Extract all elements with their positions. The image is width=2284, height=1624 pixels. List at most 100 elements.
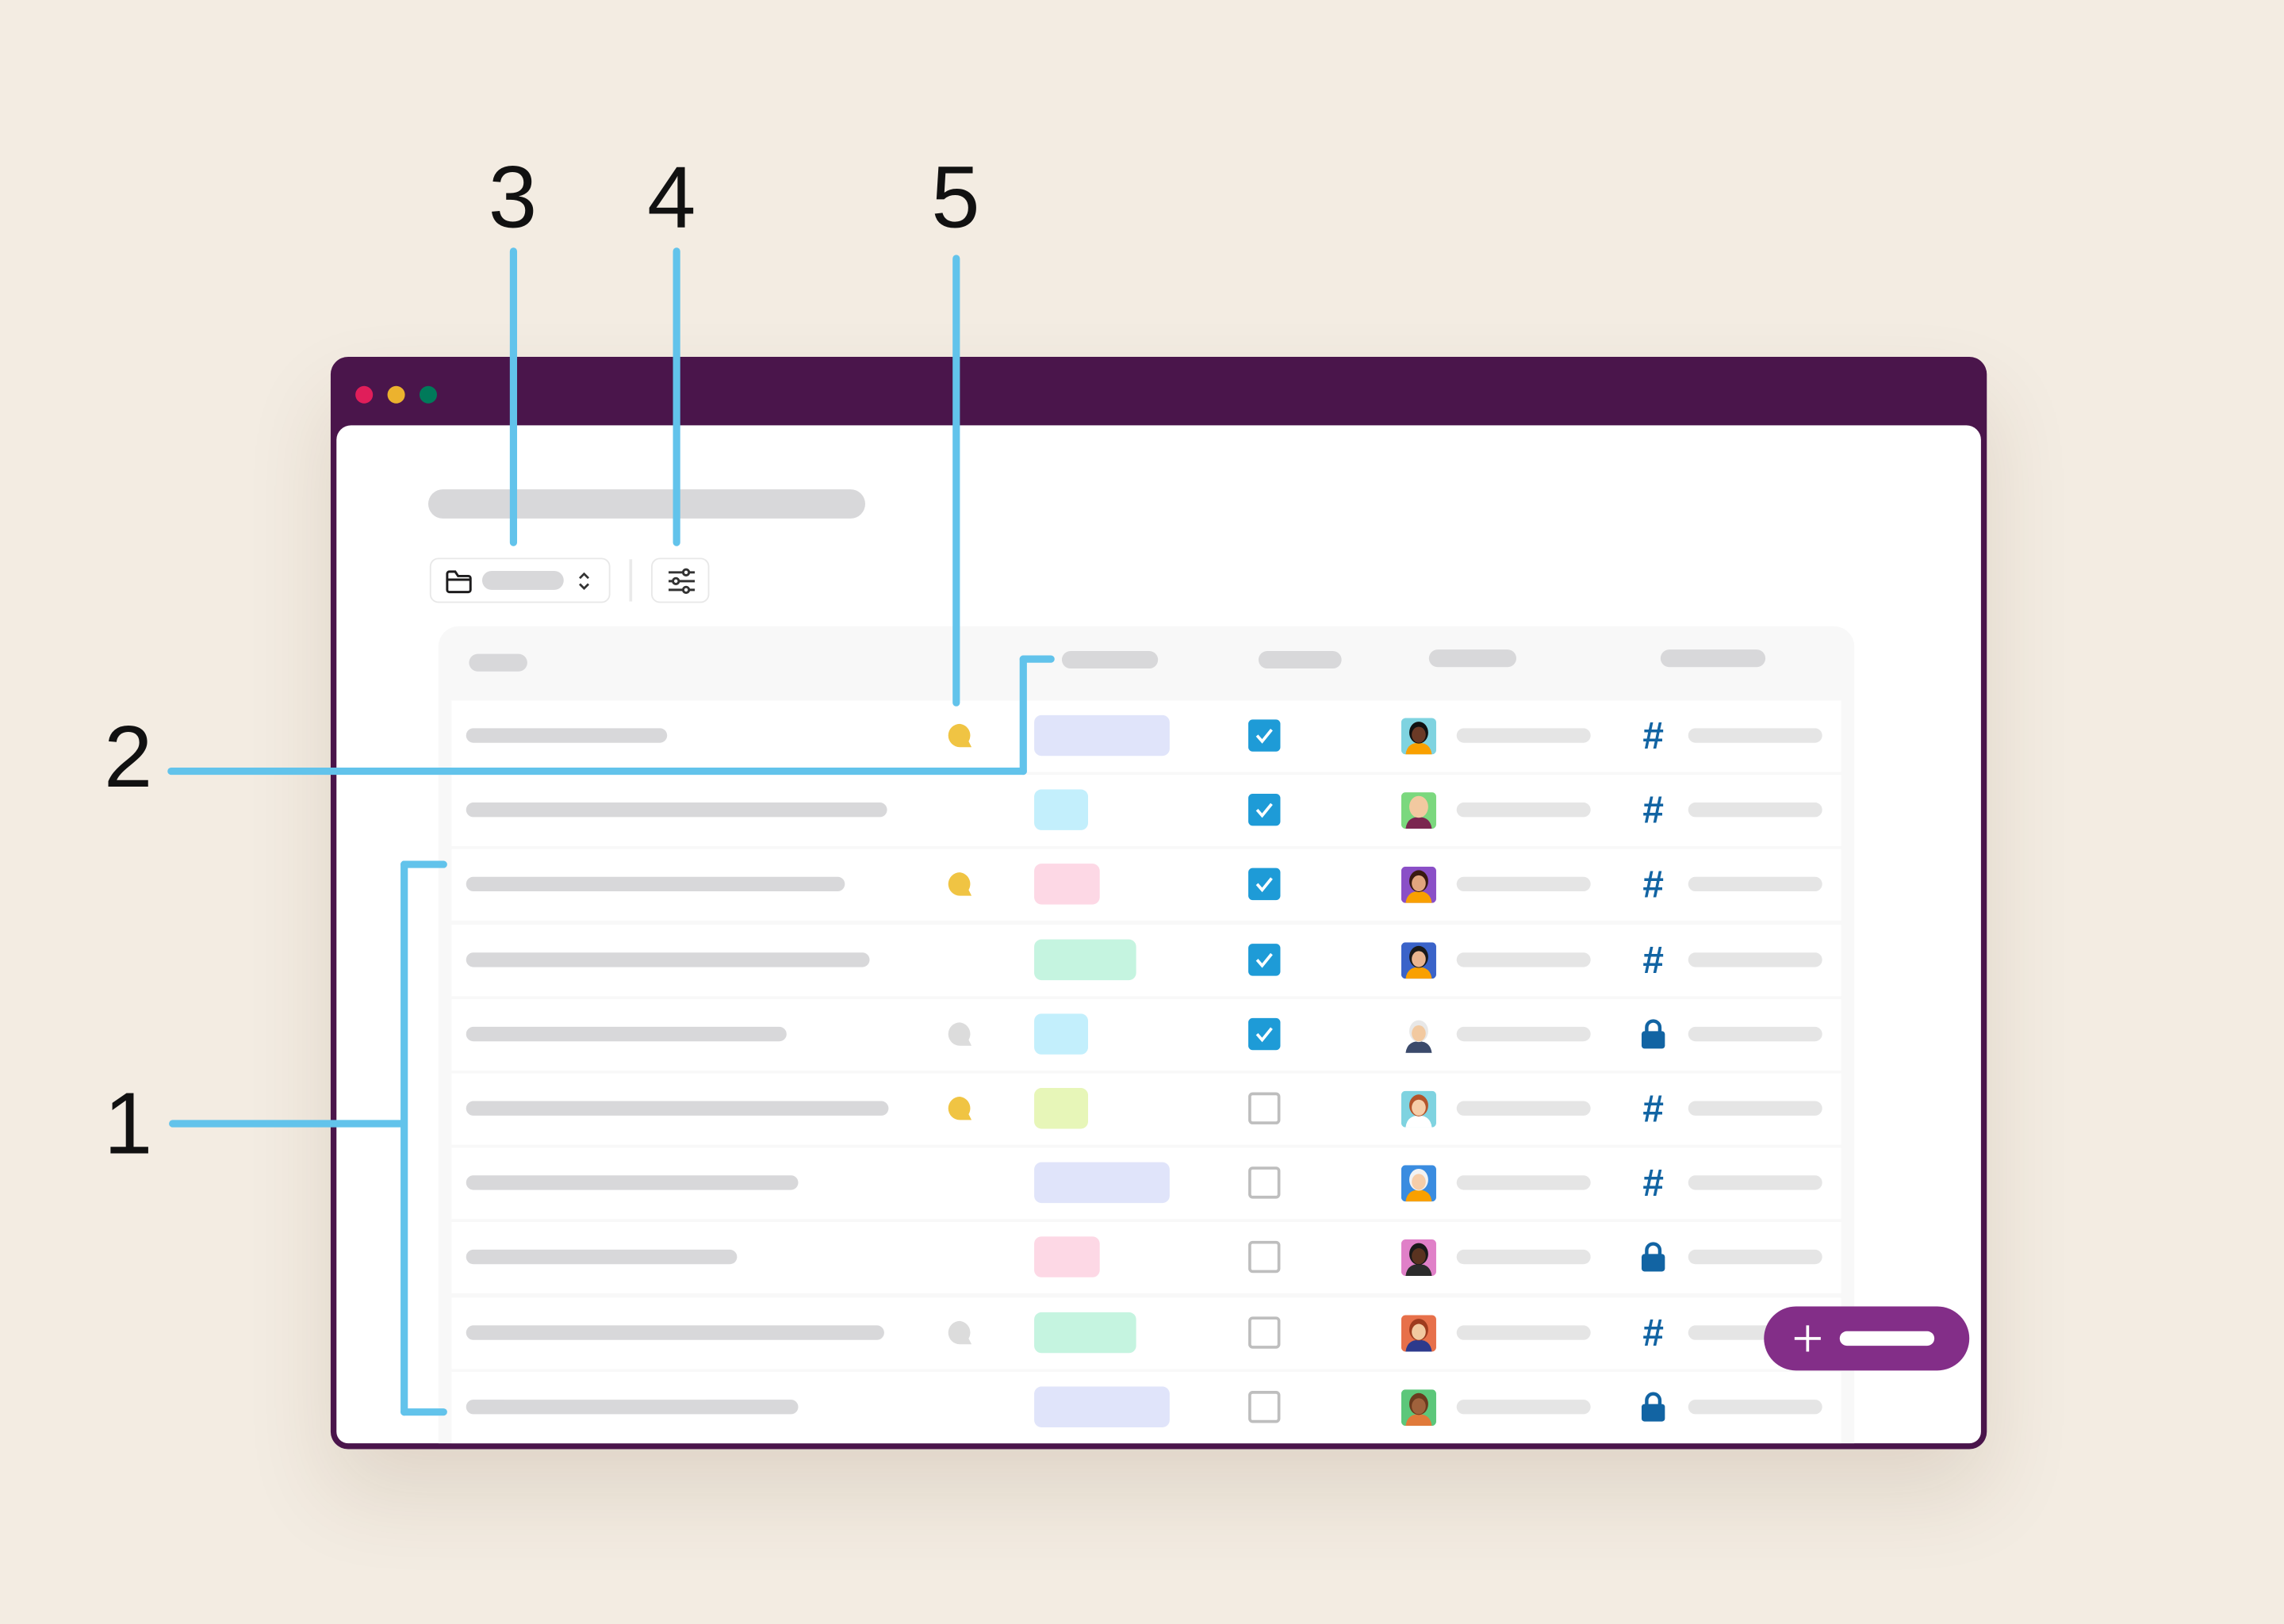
- row-checkbox[interactable]: [1248, 868, 1281, 901]
- comment-icon[interactable]: [947, 1095, 973, 1121]
- owner-name-placeholder: [1456, 952, 1591, 967]
- lock-icon: [1641, 1019, 1665, 1049]
- callout-bracket-1-bottom: [400, 1408, 447, 1416]
- check-icon: [1255, 729, 1273, 744]
- avatar: [1401, 941, 1436, 979]
- row-checkbox[interactable]: [1248, 719, 1281, 752]
- callout-line-2-tip: [1019, 655, 1055, 663]
- hash-icon: #: [1642, 787, 1664, 833]
- tag-pill[interactable]: [1034, 1386, 1170, 1427]
- owner-name-placeholder: [1456, 1175, 1591, 1190]
- row-title-placeholder: [466, 728, 668, 743]
- channel-name-placeholder: [1688, 1250, 1822, 1265]
- tag-pill[interactable]: [1034, 1237, 1100, 1278]
- owner-name-placeholder: [1456, 1250, 1591, 1265]
- owner-name-placeholder: [1456, 1399, 1591, 1415]
- row-title-placeholder: [466, 1399, 799, 1415]
- table-row[interactable]: #: [451, 924, 1841, 996]
- maximize-window-button[interactable]: [419, 385, 438, 404]
- channel-name-placeholder: [1688, 1175, 1822, 1190]
- comment-icon[interactable]: [947, 871, 973, 898]
- table-row[interactable]: #: [451, 700, 1841, 772]
- avatar: [1401, 1090, 1436, 1128]
- avatar: [1401, 867, 1436, 904]
- hash-icon: #: [1642, 863, 1664, 907]
- folder-dropdown[interactable]: [429, 557, 611, 603]
- table-row[interactable]: #: [451, 1073, 1841, 1145]
- filter-button[interactable]: [651, 557, 710, 603]
- table-row[interactable]: #: [451, 1297, 1841, 1369]
- tag-pill[interactable]: [1034, 864, 1100, 906]
- channel-name-placeholder: [1688, 1399, 1822, 1415]
- table-row[interactable]: [451, 1222, 1841, 1294]
- row-checkbox[interactable]: [1248, 943, 1281, 975]
- owner-name-placeholder: [1456, 802, 1591, 818]
- callout-line-4: [673, 247, 680, 546]
- row-title-placeholder: [466, 1250, 738, 1265]
- channel-name-placeholder: [1688, 952, 1822, 967]
- table: # # # # # # #: [438, 626, 1855, 1444]
- callout-line-2-h: [167, 767, 1027, 776]
- hash-icon: #: [1642, 1310, 1664, 1354]
- channel-name-placeholder: [1688, 802, 1822, 818]
- add-button[interactable]: [1764, 1306, 1970, 1371]
- column-header-owner[interactable]: [1428, 649, 1517, 668]
- row-checkbox[interactable]: [1248, 1017, 1281, 1050]
- callout-line-5: [952, 255, 960, 707]
- column-header-name[interactable]: [469, 653, 527, 672]
- close-window-button[interactable]: [355, 385, 374, 404]
- tag-pill[interactable]: [1034, 714, 1170, 756]
- minimize-window-button[interactable]: [387, 385, 405, 404]
- tag-pill[interactable]: [1034, 1013, 1089, 1055]
- lock-icon: [1641, 1243, 1665, 1273]
- avatar: [1401, 1239, 1436, 1277]
- table-row[interactable]: #: [451, 1147, 1841, 1220]
- check-icon: [1255, 952, 1273, 967]
- callout-line-2-v: [1019, 655, 1027, 776]
- row-checkbox[interactable]: [1248, 1092, 1281, 1124]
- column-header-status[interactable]: [1258, 651, 1342, 669]
- tag-pill[interactable]: [1034, 1312, 1136, 1353]
- callout-bracket-1-top: [400, 860, 447, 868]
- hash-icon: #: [1642, 1086, 1664, 1131]
- tag-pill[interactable]: [1034, 938, 1136, 980]
- avatar: [1401, 792, 1436, 829]
- comment-icon[interactable]: [947, 1319, 973, 1345]
- add-button-label-placeholder: [1839, 1331, 1935, 1346]
- owner-name-placeholder: [1456, 1324, 1591, 1340]
- window-content: # # # # # # #: [336, 425, 1981, 1444]
- folder-icon: [446, 570, 472, 594]
- avatar: [1401, 1388, 1436, 1426]
- check-icon: [1255, 1027, 1273, 1042]
- row-checkbox[interactable]: [1248, 794, 1281, 826]
- table-row[interactable]: [451, 1371, 1841, 1443]
- app-window: # # # # # # #: [330, 356, 1987, 1450]
- callout-line-3: [509, 247, 518, 546]
- toolbar-divider: [629, 559, 632, 602]
- row-checkbox[interactable]: [1248, 1390, 1281, 1423]
- comment-icon[interactable]: [947, 722, 973, 749]
- channel-name-placeholder: [1688, 728, 1822, 743]
- tag-pill[interactable]: [1034, 1162, 1170, 1204]
- callout-line-1-h: [169, 1120, 407, 1128]
- tag-pill[interactable]: [1034, 1088, 1089, 1129]
- row-checkbox[interactable]: [1248, 1316, 1281, 1349]
- comment-icon[interactable]: [947, 1021, 973, 1047]
- annotation-4: 4: [647, 148, 696, 247]
- row-title-placeholder: [466, 1175, 799, 1190]
- page-title-placeholder: [427, 489, 865, 519]
- callout-bracket-1: [400, 860, 408, 1416]
- channel-name-placeholder: [1688, 1026, 1822, 1041]
- row-checkbox[interactable]: [1248, 1241, 1281, 1274]
- avatar: [1401, 1314, 1436, 1351]
- tag-pill[interactable]: [1034, 789, 1089, 831]
- row-checkbox[interactable]: [1248, 1166, 1281, 1199]
- table-row[interactable]: #: [451, 849, 1841, 921]
- table-row[interactable]: #: [451, 775, 1841, 847]
- channel-name-placeholder: [1688, 877, 1822, 892]
- column-header-channel[interactable]: [1660, 649, 1766, 668]
- annotation-1: 1: [103, 1074, 153, 1173]
- table-row[interactable]: [451, 998, 1841, 1071]
- column-header-tag[interactable]: [1061, 651, 1159, 669]
- annotation-5: 5: [931, 148, 980, 247]
